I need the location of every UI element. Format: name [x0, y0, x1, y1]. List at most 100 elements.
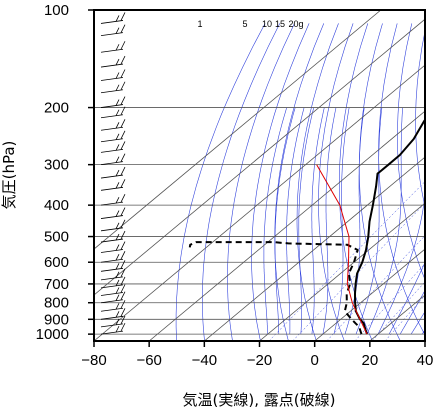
wind-barb-flag: [120, 251, 126, 260]
dry-adiabat-line: [296, 23, 339, 341]
wind-barb-flag: [120, 268, 126, 278]
isotherm-gridline: [94, 64, 425, 341]
wind-barb-flag: [120, 230, 126, 240]
mixing-ratio-label: 1: [197, 19, 202, 29]
wind-barbs: [100, 10, 126, 335]
wind-barb-flag: [115, 84, 120, 91]
mixing-ratio-line: [326, 235, 425, 341]
y-tick-label: 800: [44, 295, 69, 312]
wind-barb-flag: [120, 81, 126, 90]
mixing-ratio-label: 5: [242, 19, 247, 29]
wind-barb-flag: [115, 122, 120, 129]
dry-adiabat-line: [202, 23, 281, 341]
wind-barb-staff: [100, 104, 124, 108]
wind-barb-flag: [115, 210, 120, 217]
wind-barb-staff: [100, 292, 124, 296]
wind-barb-staff: [100, 215, 124, 219]
wind-barb-staff: [100, 258, 124, 263]
wind-barb-flag: [120, 141, 126, 150]
y-tick-label: 1000: [36, 326, 69, 343]
wind-barb-staff: [100, 149, 124, 153]
dry-adiabat-line: [378, 23, 425, 336]
parcel-line: [316, 164, 368, 335]
moist-adiabat-line: [410, 311, 425, 335]
wind-barb-staff: [100, 114, 124, 119]
dry-adiabat-line: [415, 29, 425, 208]
wind-barb-flag: [115, 263, 120, 270]
wind-barb-staff: [100, 89, 124, 94]
grid-lines: [94, 10, 425, 341]
y-axis-title: 気圧(hPa): [0, 141, 18, 210]
wind-barb-staff: [100, 20, 124, 24]
wind-barb-staff: [100, 126, 124, 131]
wind-barb-flag: [120, 315, 126, 325]
wind-barb-flag: [115, 169, 120, 177]
mixing-ratio-line: [268, 181, 425, 341]
wind-barb-flag: [115, 72, 120, 79]
wind-barb-flag: [115, 303, 120, 310]
wind-barb-flag: [115, 133, 120, 140]
dry-adiabat-line: [318, 23, 354, 341]
x-axis-title: 気温(実線), 露点(破線): [183, 391, 336, 409]
isotherm-gridline: [94, 18, 425, 296]
wind-barb-flag: [120, 284, 126, 293]
wind-barb-staff: [100, 161, 124, 166]
wind-barb-flag: [120, 219, 126, 228]
wind-barb-flag: [120, 55, 126, 65]
wind-barb-flag: [115, 222, 120, 229]
wind-barb-flag: [115, 144, 120, 151]
wind-barb-staff: [100, 249, 124, 253]
wind-barb-flag: [115, 311, 120, 318]
wind-barb-flag: [115, 109, 120, 116]
y-tick-label: 500: [44, 229, 69, 246]
wind-barb-staff: [100, 48, 124, 53]
mixing-ratio-label: 10: [262, 19, 272, 29]
wind-barb-staff: [100, 186, 124, 191]
wind-barb-flag: [120, 308, 126, 317]
mixing-ratio-line: [292, 202, 425, 341]
wind-barb-flag: [115, 271, 120, 279]
wind-barb-staff: [100, 323, 124, 328]
wind-barb-flag: [120, 119, 126, 128]
isotherm-gridline: [314, 248, 425, 341]
isotherm-gridline: [148, 110, 425, 341]
wind-barb-flag: [120, 193, 126, 203]
y-tick-label: 900: [44, 311, 69, 328]
wind-barb-flag: [115, 318, 120, 326]
y-tick-label: 100: [44, 2, 69, 19]
wind-barb-flag: [115, 58, 120, 66]
wind-barb-flag: [115, 233, 120, 241]
wind-barb-staff: [100, 201, 124, 206]
x-tick-label: −40: [192, 352, 217, 369]
y-tick-label: 200: [44, 100, 69, 117]
dry-adiabat-line: [227, 23, 295, 341]
wind-barb-staff: [100, 284, 124, 289]
wind-barb-flag: [120, 69, 126, 78]
x-tick-label: −80: [81, 352, 106, 369]
wind-barb-staff: [100, 299, 124, 304]
wind-barb-flag: [120, 153, 126, 162]
wind-barb-flag: [120, 12, 126, 21]
wind-barb-flag: [115, 287, 120, 294]
wind-barb-staff: [100, 238, 124, 243]
x-tick-label: 20: [361, 352, 378, 369]
wind-barb-flag: [115, 279, 120, 287]
wind-barb-staff: [100, 227, 124, 232]
wind-barb-flag: [115, 196, 120, 204]
moist-adiabat-line: [388, 261, 425, 335]
wind-barb-flag: [115, 325, 120, 333]
wind-barb-flag: [120, 24, 126, 33]
wind-barb-flag: [120, 179, 126, 188]
wind-barb-flag: [120, 96, 126, 105]
wind-barb-staff: [100, 276, 124, 281]
wind-barb-flag: [120, 260, 126, 269]
wind-barb-staff: [100, 307, 124, 312]
wind-barb-flag: [120, 276, 126, 286]
axis-ticks: −80 −60 −40 −20 0 20 40 100 200 300 400 500 600 700 80…: [36, 2, 434, 369]
wind-barb-flag: [120, 207, 126, 216]
wind-barb-flag: [115, 244, 120, 251]
wind-barb-staff: [100, 138, 124, 143]
wind-barb-flag: [120, 130, 126, 139]
